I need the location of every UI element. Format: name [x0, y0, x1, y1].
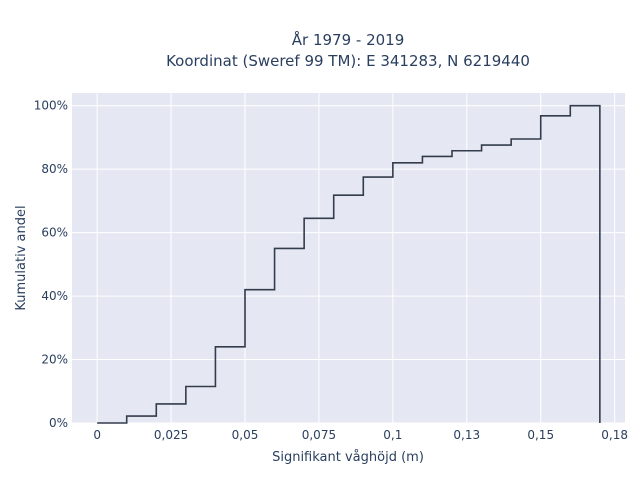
cdf-step-line	[97, 104, 601, 424]
y-tick-label: 20%	[41, 353, 68, 367]
x-tick-label: 0,1	[383, 428, 402, 442]
x-tick-label: 0,075	[302, 428, 336, 442]
y-tick-label: 100%	[34, 99, 68, 113]
y-axis-ticks: 0% 20% 40% 60% 80% 100%	[34, 99, 68, 430]
grid-lines	[72, 93, 625, 424]
y-axis-label: Kumulativ andel	[14, 205, 29, 310]
x-axis-ticks: 0 0,025 0,05 0,075 0,1 0,13 0,15 0,18	[93, 428, 628, 442]
x-axis-label: Signifikant våghöjd (m)	[272, 450, 424, 465]
x-tick-label: 0	[93, 428, 101, 442]
x-tick-label: 0,05	[232, 428, 259, 442]
x-tick-label: 0,13	[453, 428, 480, 442]
y-tick-label: 0%	[49, 416, 68, 430]
plot-area	[72, 93, 625, 423]
x-tick-label: 0,025	[154, 428, 188, 442]
x-tick-label: 0,15	[527, 428, 554, 442]
y-tick-label: 60%	[41, 226, 68, 240]
x-tick-label: 0,18	[601, 428, 628, 442]
chart-title-line1: År 1979 - 2019	[292, 30, 405, 49]
y-tick-label: 80%	[41, 162, 68, 176]
y-tick-label: 40%	[41, 289, 68, 303]
chart-title-line2: Koordinat (Sweref 99 TM): E 341283, N 62…	[166, 52, 530, 70]
